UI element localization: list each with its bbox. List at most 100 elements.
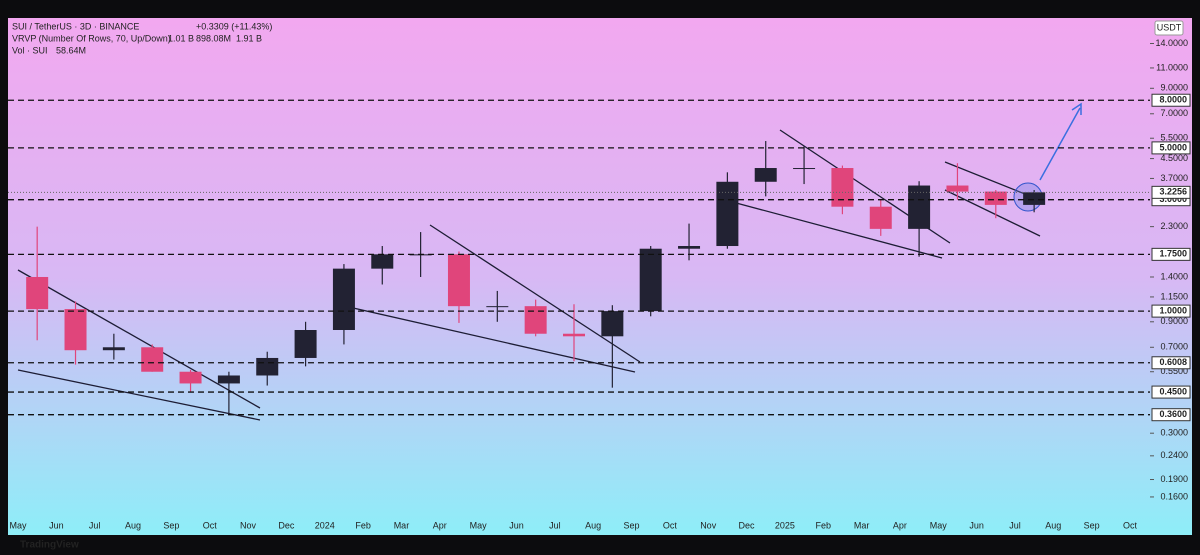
level-label: 1.0000 [1159,305,1187,315]
indicator: VRVP (Number Of Rows, 70, Up/Down) [12,33,171,43]
y-tick-label: 0.2400 [1160,450,1188,460]
y-tick-label: 2.3000 [1160,221,1188,231]
candle-body [64,309,87,351]
y-tick-label: 0.5500 [1160,366,1188,376]
y-tick-label: 0.1600 [1160,491,1188,501]
candle-body [869,206,892,229]
candle-body [371,254,394,269]
candle-body [793,168,816,170]
x-tick-label: Aug [1045,520,1061,530]
x-tick-label: Dec [278,520,295,530]
level-label: 0.6008 [1159,357,1187,367]
candle-body [332,268,355,331]
footer-logo: TradingView [20,540,79,551]
candle-body [601,311,624,337]
y-tick-label: 11.0000 [1156,62,1188,72]
level-box [1151,385,1191,399]
candle-body [984,191,1007,205]
candle-body [946,185,969,192]
x-tick-label: Apr [433,520,447,530]
indicator-value: 1.91 B [236,33,262,43]
level-box [1151,93,1191,107]
x-tick-label: 2025 [775,520,795,530]
y-tick-label: 14.0000 [1155,38,1188,48]
x-tick-label: Oct [203,520,218,530]
candle-body [179,371,202,384]
y-tick-label: 7.0000 [1160,108,1188,118]
candle-body [217,375,240,384]
arrow-head [1071,102,1082,115]
y-tick-label: 0.1900 [1160,474,1188,484]
x-tick-label: Mar [394,520,410,530]
x-tick-label: Jul [89,520,101,530]
volume-label: Vol · SUI [12,45,48,55]
level-box [1151,141,1191,155]
x-tick-label: Oct [1123,520,1138,530]
x-tick-label: Nov [240,520,257,530]
x-tick-label: May [470,520,488,530]
candle-body [447,254,470,307]
x-tick-label: Mar [854,520,870,530]
level-box [1151,408,1191,422]
x-tick-label: Jun [49,520,64,530]
last-price-box [1151,185,1191,199]
x-tick-label: Apr [893,520,907,530]
projection-arrow [1039,107,1081,181]
level-label: 0.3600 [1159,409,1187,419]
currency: USDT [1157,22,1182,32]
candle-body [294,330,317,358]
level-box [1151,247,1191,261]
y-tick-label: 5.5000 [1160,133,1188,143]
x-tick-label: May [930,520,948,530]
last-price-label: 3.2256 [1159,187,1187,197]
candle-body [141,347,164,372]
candle-body [639,248,662,312]
level-label: 0.4500 [1159,386,1187,396]
x-tick-label: Feb [355,520,371,530]
y-tick-label: 0.9000 [1160,316,1188,326]
x-tick-label: Jul [549,520,561,530]
price-change: +0.3309 (+11.43%) [196,21,272,31]
candle-body [1023,192,1046,205]
y-tick-label: 3.7000 [1160,173,1188,183]
candle-body [102,347,125,351]
chart-area [8,18,1192,535]
level-box [1151,304,1191,318]
x-tick-label: Feb [815,520,831,530]
x-tick-label: Sep [1084,520,1100,530]
level-label: 8.0000 [1159,95,1187,105]
volume-value: 58.64M [56,45,86,55]
candle-body [831,168,854,207]
candle-body [486,306,509,308]
candle-body [256,357,279,376]
y-tick-label: 4.5000 [1160,153,1188,163]
x-tick-label: Dec [739,520,756,530]
y-tick-label: 0.3000 [1160,428,1188,438]
candle-body [908,185,931,229]
candle-body [716,181,739,247]
candle-body [678,246,701,249]
x-tick-label: Aug [125,520,141,530]
x-tick-label: May [9,520,27,530]
y-tick-label: 0.7000 [1160,342,1188,352]
y-tick-label: 1.1500 [1160,291,1188,301]
x-tick-label: 2024 [315,520,335,530]
level-label: 1.7500 [1159,249,1187,259]
symbol-title: SUI / TetherUS · 3D · BINANCE [12,21,139,31]
level-label: 3.0000 [1159,194,1187,204]
candle-body [26,276,49,310]
level-label: 5.0000 [1159,142,1187,152]
x-tick-label: Nov [700,520,717,530]
indicator-value: 898.08M [196,33,231,43]
currency-box [1154,20,1184,36]
candle-body [524,306,547,334]
x-tick-label: Jun [509,520,524,530]
candle-body [563,333,585,337]
level-box [1151,356,1191,370]
x-tick-label: Sep [163,520,179,530]
x-tick-label: Oct [663,520,678,530]
y-tick-label: 1.4000 [1160,271,1188,281]
x-tick-label: Sep [624,520,640,530]
